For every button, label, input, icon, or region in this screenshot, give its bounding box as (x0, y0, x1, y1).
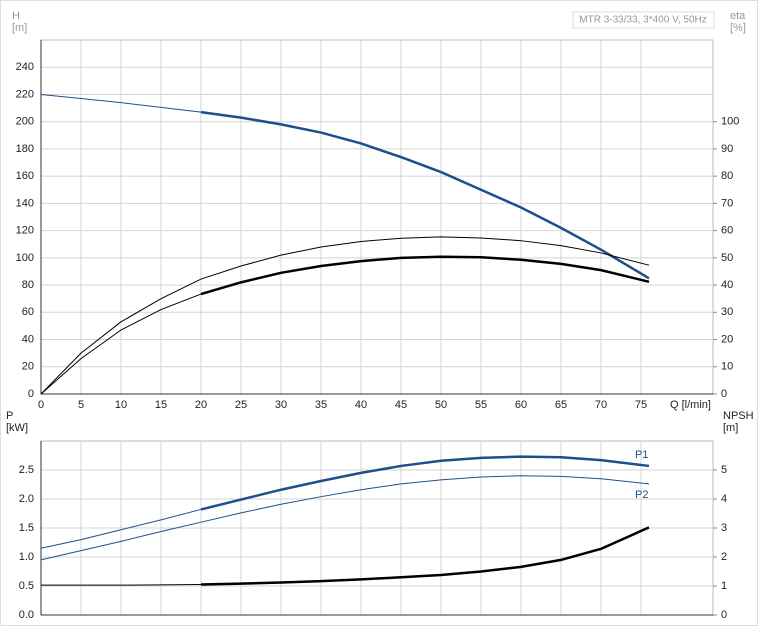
y-tick-label: 80 (22, 279, 34, 291)
y2-tick-label: 60 (721, 225, 733, 237)
y-tick-label: 120 (16, 225, 34, 237)
series-line-thin (40, 508, 202, 549)
x-tick-label: 60 (515, 399, 527, 411)
x-tick-label: 50 (435, 399, 447, 411)
y-axis-label: [kW] (6, 422, 28, 434)
y-tick-label: 1.0 (19, 551, 34, 563)
y2-tick-label: 30 (721, 306, 733, 318)
series-line (200, 110, 650, 280)
y-tick-label: 100 (16, 252, 34, 264)
series-line (200, 455, 650, 511)
series-line-thin (41, 584, 202, 586)
y2-tick-label: 5 (721, 464, 727, 476)
annotation: MTR 3-33/33, 3*400 V, 50Hz (579, 15, 706, 26)
plot-area (40, 39, 714, 395)
x-tick-label: 30 (275, 399, 287, 411)
y2-tick-label: 90 (721, 143, 733, 155)
y-tick-label: 0.5 (19, 580, 34, 592)
y-tick-label: 40 (22, 333, 34, 345)
series-line-thin (40, 93, 202, 113)
x-tick-label: 35 (315, 399, 327, 411)
y2-axis-label: eta (730, 10, 746, 22)
annotation-box (572, 11, 715, 29)
series-line (200, 255, 650, 296)
y-axis-label: [m] (12, 22, 27, 34)
y2-tick-label: 50 (721, 252, 733, 264)
y-tick-label: 1.5 (19, 522, 34, 534)
series-line (40, 236, 650, 395)
y-tick-label: 180 (16, 143, 34, 155)
x-tick-label: 45 (395, 399, 407, 411)
y2-tick-label: 100 (721, 116, 739, 128)
x-tick-label: 10 (115, 399, 127, 411)
y-tick-label: 2.5 (19, 464, 34, 476)
y2-tick-label: 80 (721, 170, 733, 182)
y2-tick-label: 70 (721, 197, 733, 209)
x-tick-label: 15 (155, 399, 167, 411)
y2-tick-label: 3 (721, 522, 727, 534)
y-tick-label: 60 (22, 306, 34, 318)
y-tick-label: 0 (28, 388, 34, 400)
x-tick-label: 5 (78, 399, 84, 411)
y2-tick-label: 1 (721, 580, 727, 592)
y-tick-label: 2.0 (19, 493, 34, 505)
y-tick-label: 240 (16, 61, 34, 73)
y-tick-label: 160 (16, 170, 34, 182)
y2-tick-label: 20 (721, 333, 733, 345)
y2-tick-label: 0 (721, 388, 727, 400)
x-tick-label: 70 (595, 399, 607, 411)
series-line-thin (40, 293, 202, 395)
y-tick-label: 200 (16, 116, 34, 128)
x-tick-label: 0 (38, 399, 44, 411)
y2-axis-label: [%] (730, 22, 746, 34)
x-tick-label: 75 (635, 399, 647, 411)
series-label: P2 (635, 489, 648, 501)
y2-tick-label: 0 (721, 609, 727, 621)
x-tick-label: 65 (555, 399, 567, 411)
y-axis-label: H (12, 10, 20, 22)
y-tick-label: 0.0 (19, 609, 34, 621)
y-axis-label: P (6, 410, 13, 422)
y2-tick-label: 2 (721, 551, 727, 563)
x-tick-label: 20 (195, 399, 207, 411)
y2-tick-label: 4 (721, 493, 727, 505)
series-line (40, 475, 650, 561)
y2-tick-label: 10 (721, 361, 733, 373)
series-label: P1 (635, 449, 648, 461)
y2-tick-label: 40 (721, 279, 733, 291)
y-tick-label: 140 (16, 197, 34, 209)
y2-axis-label: NPSH (723, 410, 754, 422)
x-tick-label: 25 (235, 399, 247, 411)
y-tick-label: 220 (16, 88, 34, 100)
x-axis-label: Q [l/min] (670, 399, 711, 411)
y2-axis-label: [m] (723, 422, 738, 434)
x-tick-label: 40 (355, 399, 367, 411)
x-tick-label: 55 (475, 399, 487, 411)
y-tick-label: 20 (22, 361, 34, 373)
series-line (200, 526, 650, 586)
